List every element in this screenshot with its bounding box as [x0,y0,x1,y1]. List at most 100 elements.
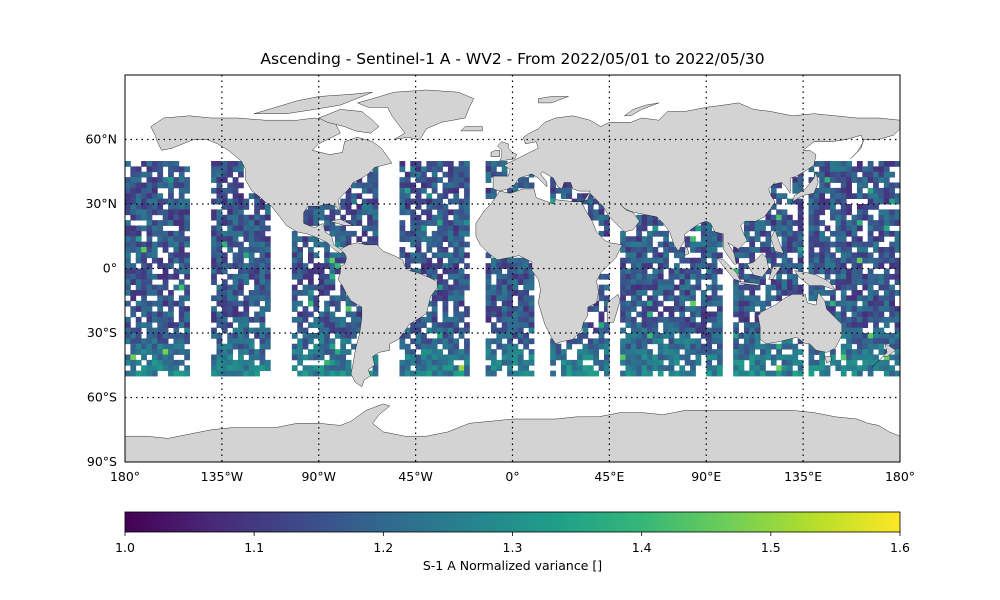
data-cell [313,370,320,377]
data-cell [878,263,885,269]
data-cell [141,349,147,355]
data-cell [125,193,131,200]
data-cell [760,370,766,377]
data-cell [168,252,174,259]
data-cell [485,263,492,269]
data-cell [501,171,508,178]
data-cell [178,182,185,189]
data-cell [830,193,836,200]
data-cell [458,333,465,339]
data-cell [173,284,180,291]
data-cell [630,252,637,259]
data-cell [512,370,519,377]
data-cell [738,333,745,339]
data-cell [862,295,869,302]
data-cell [334,316,341,323]
data-cell [700,295,707,302]
data-cell [356,311,363,318]
data-cell [878,316,885,323]
data-cell [889,290,896,296]
landmass-africa-eurasia [475,102,900,345]
data-cell [808,295,815,302]
data-cell [447,257,454,264]
data-cell [717,343,723,350]
data-cell [259,252,266,259]
data-cell [259,241,266,248]
data-cell [221,300,228,307]
data-cell [307,284,314,291]
data-cell [889,263,896,269]
data-cell [528,338,535,345]
data-cell [673,349,680,355]
data-cell [221,257,228,264]
data-cell [243,225,250,232]
data-cell [657,268,664,275]
data-cell [157,166,164,173]
data-cell [749,333,756,339]
data-cell [318,322,325,329]
data-cell [442,333,449,339]
data-cell [259,273,266,280]
data-cell [512,316,519,323]
data-cell [442,306,449,312]
data-cell [668,284,675,291]
data-cell [684,316,691,323]
data-cell [894,182,900,189]
data-cell [851,257,858,264]
data-cell [367,187,373,194]
data-cell [630,327,637,334]
data-cell [232,290,239,296]
data-cell [232,327,239,334]
data-cell [743,338,750,345]
data-cell [706,300,713,307]
data-cell [663,295,669,302]
data-cell [695,322,702,329]
data-cell [808,349,815,355]
data-cell [216,209,223,216]
data-cell [846,225,852,232]
data-cell [647,300,653,307]
landmass-ireland [490,150,500,157]
data-cell [517,365,524,372]
data-cell [760,300,766,307]
data-cell [636,343,643,350]
data-cell [507,322,513,329]
data-cell [307,247,314,253]
data-cell [830,306,836,312]
data-cell [566,187,573,194]
data-cell [426,241,433,248]
data-cell [415,333,422,339]
data-cell [232,295,239,302]
data-cell [813,225,820,232]
data-cell [157,193,164,200]
data-cell [447,295,454,302]
data-cell [307,220,314,226]
data-cell [168,300,174,307]
data-cell [184,268,190,275]
data-cell [442,295,449,302]
data-cell [453,187,460,194]
data-cell [550,177,556,183]
data-cell [404,230,411,237]
data-cell [211,327,217,334]
data-cell [598,327,605,334]
data-cell [168,343,174,350]
data-cell [873,322,879,329]
data-cell [238,343,244,350]
data-cell [878,247,885,253]
data-cell [873,306,879,312]
data-cell [404,354,411,361]
data-cell [232,204,239,210]
data-cell [324,263,330,269]
data-cell [630,284,637,291]
data-cell [178,300,185,307]
data-cell [770,214,777,221]
data-cell [587,343,594,350]
data-cell [421,236,427,243]
data-cell [307,322,314,329]
data-cell [878,161,885,167]
data-cell [711,333,718,339]
data-cell [485,279,492,286]
data-cell [254,370,260,377]
data-cell [835,187,842,194]
